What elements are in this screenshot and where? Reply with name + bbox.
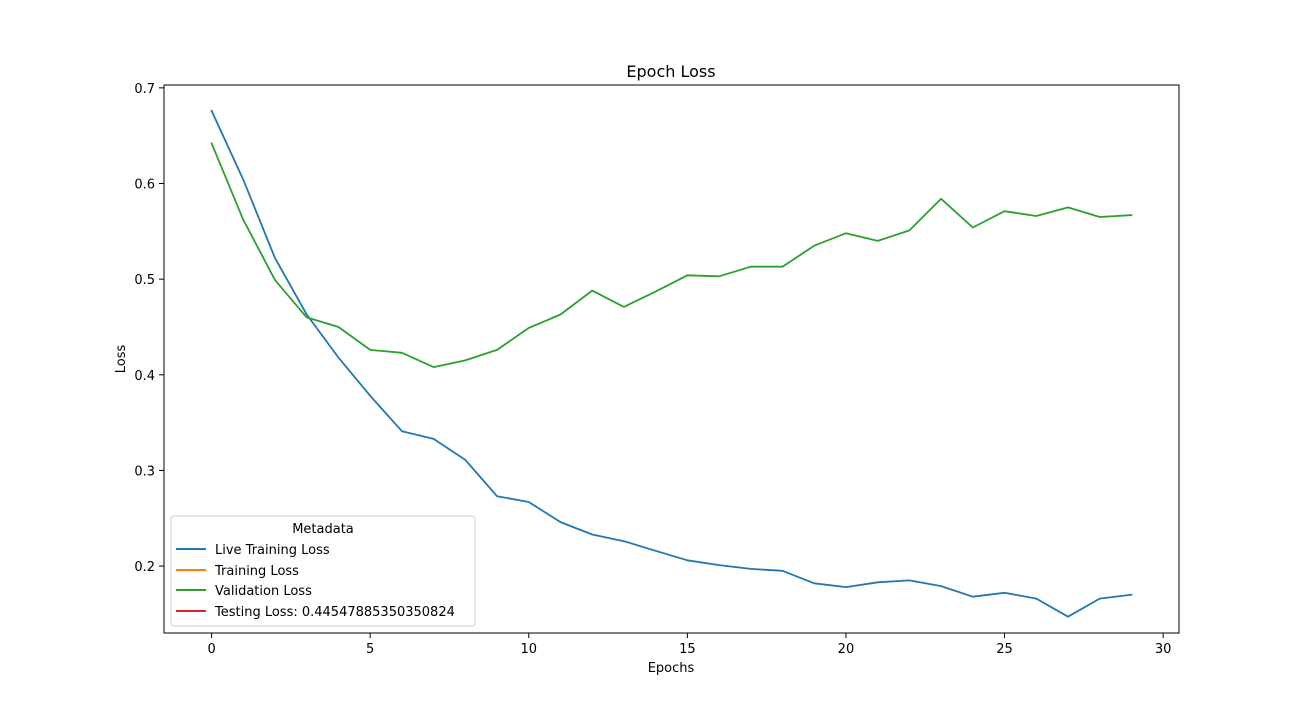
y-tick-label: 0.2: [134, 560, 155, 575]
legend-label-training-loss: Training Loss: [214, 564, 299, 579]
x-tick-label: 20: [838, 642, 855, 657]
x-tick-label: 15: [679, 642, 696, 657]
x-tick-label: 10: [520, 642, 537, 657]
y-tick-label: 0.4: [134, 369, 155, 384]
legend-label-live-training-loss: Live Training Loss: [215, 543, 330, 558]
y-tick-label: 0.3: [134, 464, 155, 479]
legend-box: [170, 515, 476, 627]
plot-area-frame: [163, 84, 1180, 634]
legend-label-validation-loss: Validation Loss: [215, 584, 312, 599]
legend: Metadata Live Training Loss Training Los…: [170, 515, 476, 627]
x-tick-label: 25: [996, 642, 1013, 657]
y-axis-label: Loss: [114, 345, 129, 374]
x-axis-label: Epochs: [648, 661, 695, 676]
x-tick-label: 5: [366, 642, 374, 657]
y-tick-label: 0.7: [134, 82, 155, 97]
series-line-validation-loss: [210, 142, 1133, 369]
x-tick-label: 30: [1155, 642, 1172, 657]
x-tick-label: 0: [207, 642, 215, 657]
chart-title: Epoch Loss: [626, 62, 715, 81]
series-line-live-training-loss: [210, 109, 1133, 618]
y-axis-ticks: 0.2 0.3 0.4 0.5 0.6 0.7: [134, 82, 164, 575]
x-axis-ticks: 0 5 10 15 20 25 30: [207, 633, 1171, 657]
series-layer: [210, 109, 1133, 618]
legend-label-testing-loss: Testing Loss: 0.44547885350350824: [214, 605, 455, 620]
y-tick-label: 0.5: [134, 273, 155, 288]
legend-title: Metadata: [292, 522, 354, 537]
y-tick-label: 0.6: [134, 178, 155, 193]
